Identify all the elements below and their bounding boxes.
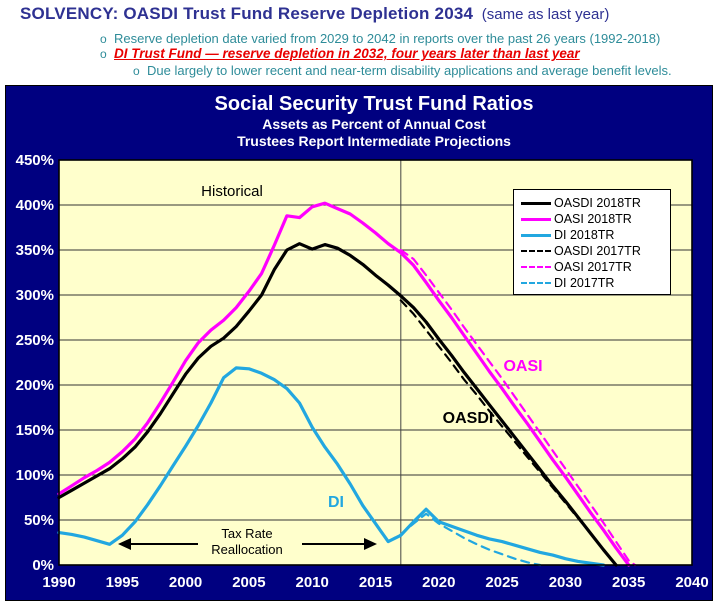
y-tick-label: 0% xyxy=(32,557,54,574)
x-tick-label: 2000 xyxy=(169,574,202,591)
chart-subtitle2: Trustees Report Intermediate Projections xyxy=(237,133,511,149)
bullet-text: Due largely to lower recent and near-ter… xyxy=(147,63,672,78)
legend-label: OASI 2017TR xyxy=(554,260,632,274)
legend-line-sample xyxy=(521,233,551,237)
x-tick-label: 2030 xyxy=(549,574,582,591)
y-tick-label: 50% xyxy=(24,512,54,529)
annotation-tax-rate: Tax Rate xyxy=(221,526,272,541)
header-title-suffix: (same as last year) xyxy=(481,6,610,23)
legend-label: OASDI 2017TR xyxy=(554,244,641,258)
legend-label: OASDI 2018TR xyxy=(554,196,641,210)
annotation-oasdi: OASDI xyxy=(443,410,494,427)
chart-subtitle: Assets as Percent of Annual Cost xyxy=(262,116,486,132)
x-tick-label: 2015 xyxy=(359,574,392,591)
series-line-OASI-2018TR xyxy=(57,201,631,567)
annotation-di: DI xyxy=(328,494,344,511)
bullet-icon: o xyxy=(100,47,107,61)
series-line-DI-2018TR xyxy=(57,366,606,567)
plot-area-svg: 0% 50% 100% 150% 200% 250% 300% 350% 400% 450% 199… xyxy=(16,152,709,591)
bullet-text: Reserve depletion date varied from 2029 … xyxy=(114,31,661,46)
y-tick-label: 400% xyxy=(16,197,54,214)
y-tick-label: 200% xyxy=(16,377,54,394)
legend-line-sample xyxy=(521,201,551,205)
arrowhead-left-icon xyxy=(118,538,131,550)
header-title: SOLVENCY: OASDI Trust Fund Reserve Deple… xyxy=(20,4,474,23)
annotation-historical: Historical xyxy=(201,183,263,200)
x-tick-label: 2020 xyxy=(422,574,455,591)
legend-line-sample xyxy=(521,217,551,221)
legend-line-sample xyxy=(521,266,551,268)
legend-label: OASI 2018TR xyxy=(554,212,632,226)
legend-row-OASDI-2018TR: OASDI 2018TR xyxy=(521,195,670,211)
legend-line-sample xyxy=(521,282,551,284)
bullet-di-explanation: o Due largely to lower recent and near-te… xyxy=(133,63,672,78)
legend-row-OASI-2017TR: OASI 2017TR xyxy=(521,259,670,275)
plot-border xyxy=(58,159,693,566)
series-line-OASDI-2018TR xyxy=(57,242,618,567)
legend-label: DI 2018TR xyxy=(554,228,615,242)
bullet-icon: o xyxy=(133,64,140,78)
y-tick-label: 450% xyxy=(16,152,54,169)
header-title-line: SOLVENCY: OASDI Trust Fund Reserve Deple… xyxy=(20,4,719,24)
y-tick-label: 300% xyxy=(16,287,54,304)
legend-row-DI-2018TR: DI 2018TR xyxy=(521,227,670,243)
legend-line-sample xyxy=(521,250,551,252)
annotation-reallocation: Reallocation xyxy=(211,542,283,557)
x-tick-label: 2010 xyxy=(296,574,329,591)
arrowhead-right-icon xyxy=(364,538,377,550)
x-tick-label: 2025 xyxy=(485,574,518,591)
legend-label: DI 2017TR xyxy=(554,276,615,290)
x-tick-label: 1990 xyxy=(42,574,75,591)
legend-row-DI-2017TR: DI 2017TR xyxy=(521,275,670,291)
series-line-OASI-2017TR xyxy=(399,248,637,567)
legend-row-OASI-2018TR: OASI 2018TR xyxy=(521,211,670,227)
y-tick-label: 250% xyxy=(16,332,54,349)
y-tick-label: 350% xyxy=(16,242,54,259)
x-tick-label: 2005 xyxy=(232,574,265,591)
trust-fund-ratio-chart: Social Security Trust Fund Ratios Assets… xyxy=(5,85,713,601)
x-tick-label: 2040 xyxy=(675,574,708,591)
x-tick-label: 1995 xyxy=(106,574,139,591)
bullet-icon: o xyxy=(100,32,107,46)
annotation-oasi: OASI xyxy=(503,358,542,375)
y-tick-label: 150% xyxy=(16,422,54,439)
y-tick-label: 100% xyxy=(16,467,54,484)
bullet-di-trust-fund: o DI Trust Fund — reserve depletion in 20… xyxy=(100,46,580,61)
x-tick-label: 2035 xyxy=(612,574,645,591)
bullet-reserve-depletion-range: o Reserve depletion date varied from 2029… xyxy=(100,31,660,46)
chart-legend: OASDI 2018TR OASI 2018TR DI 2018TR OASDI 20… xyxy=(513,189,671,295)
chart-title-block: Social Security Trust Fund Ratios Assets… xyxy=(56,92,692,150)
bullet-text-highlight: DI Trust Fund — reserve depletion in 203… xyxy=(114,46,580,61)
legend-row-OASDI-2017TR: OASDI 2017TR xyxy=(521,243,670,259)
chart-title: Social Security Trust Fund Ratios xyxy=(214,93,534,115)
